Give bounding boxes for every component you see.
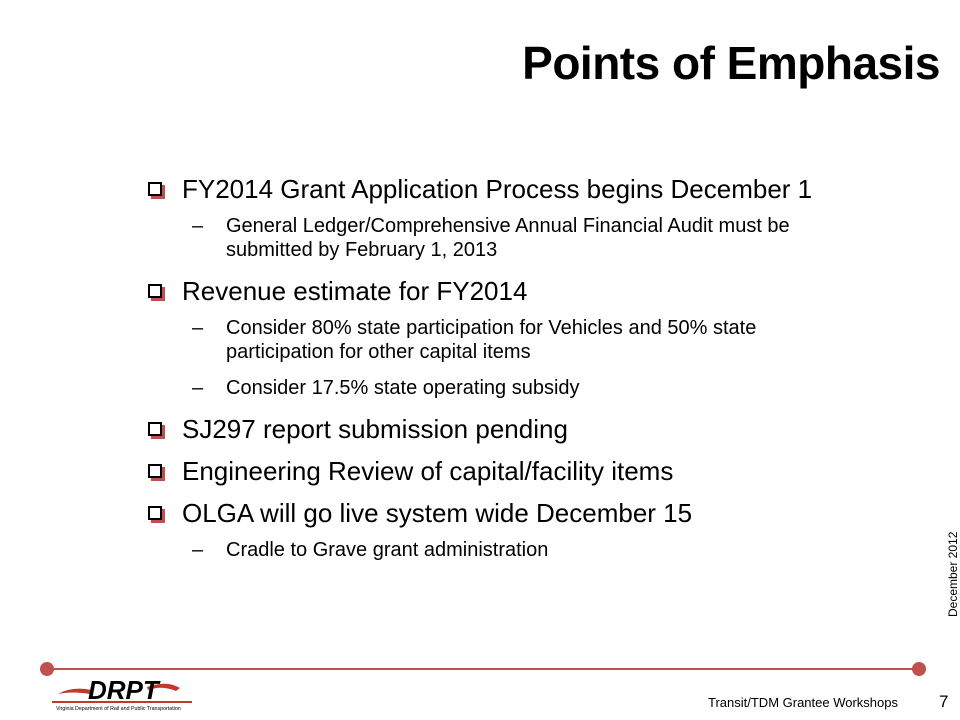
dash-marker: – (192, 215, 204, 237)
sub-bullet-item: – General Ledger/Comprehensive Annual Fi… (148, 214, 848, 262)
footer-workshop-label: Transit/TDM Grantee Workshops (708, 695, 898, 710)
footer-divider (47, 668, 920, 670)
dash-marker: – (192, 539, 204, 561)
bullet-item: Engineering Review of capital/facility i… (148, 456, 848, 486)
bullet-text: SJ297 report submission pending (182, 414, 568, 444)
page-number: 7 (939, 692, 949, 711)
checkbox-bullet-icon (148, 182, 162, 196)
checkbox-bullet-icon (148, 506, 162, 520)
sub-bullet-text: Consider 80% state participation for Veh… (226, 317, 757, 363)
divider-dot-left-icon (40, 662, 54, 676)
bullet-item: Revenue estimate for FY2014 (148, 276, 848, 306)
sub-bullet-item: – Consider 17.5% state operating subsidy (148, 376, 848, 400)
logo-wordmark: DRPT (88, 675, 161, 705)
sub-bullet-text: General Ledger/Comprehensive Annual Fina… (226, 215, 790, 261)
slide-title: Points of Emphasis (522, 37, 940, 89)
checkbox-bullet-icon (148, 464, 162, 478)
divider-dot-right-icon (912, 662, 926, 676)
logo-subtitle: Virginia Department of Rail and Public T… (56, 706, 181, 712)
bullet-item: OLGA will go live system wide December 1… (148, 498, 848, 528)
sub-bullet-item: – Cradle to Grave grant administration (148, 538, 848, 562)
bullet-text: Revenue estimate for FY2014 (182, 276, 528, 306)
bullet-item: SJ297 report submission pending (148, 414, 848, 444)
dash-marker: – (192, 377, 204, 399)
checkbox-bullet-icon (148, 284, 162, 298)
bullet-list: FY2014 Grant Application Process begins … (148, 174, 848, 562)
sub-bullet-text: Cradle to Grave grant administration (226, 539, 549, 561)
bullet-item: FY2014 Grant Application Process begins … (148, 174, 848, 204)
checkbox-bullet-icon (148, 422, 162, 436)
bullet-text: OLGA will go live system wide December 1… (182, 498, 693, 528)
side-date-label: December 2012 (946, 531, 960, 617)
sub-bullet-text: Consider 17.5% state operating subsidy (226, 377, 580, 399)
bullet-text: Engineering Review of capital/facility i… (182, 456, 674, 486)
sub-bullet-item: – Consider 80% state participation for V… (148, 316, 848, 364)
drpt-logo: DRPT Virginia Department of Rail and Pub… (52, 674, 202, 714)
bullet-text: FY2014 Grant Application Process begins … (182, 174, 813, 204)
dash-marker: – (192, 317, 204, 339)
